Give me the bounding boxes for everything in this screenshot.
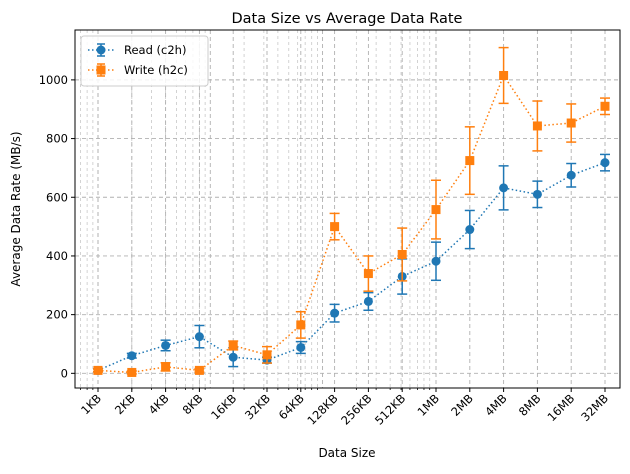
x-tick-label: 64KB xyxy=(276,391,307,422)
x-tick-label: 4MB xyxy=(482,391,510,419)
series-line xyxy=(97,161,606,372)
data-point xyxy=(330,308,340,318)
x-tick-label: 1MB xyxy=(414,391,442,419)
data-point xyxy=(532,121,542,131)
series-write xyxy=(93,46,610,377)
data-point xyxy=(363,269,373,279)
data-point xyxy=(566,118,576,128)
y-tick-label: 400 xyxy=(46,249,68,263)
data-point xyxy=(296,320,306,330)
data-point xyxy=(600,101,610,111)
x-tick-label: 32MB xyxy=(578,391,611,424)
data-point xyxy=(499,70,509,80)
legend-marker xyxy=(96,45,106,55)
data-point xyxy=(330,222,340,232)
x-tick-label: 32KB xyxy=(242,391,273,422)
data-point xyxy=(431,256,441,266)
x-tick-label: 4KB xyxy=(146,391,172,417)
data-point xyxy=(93,365,103,375)
y-tick-label: 800 xyxy=(46,132,68,146)
data-point xyxy=(228,352,238,362)
data-point xyxy=(532,189,542,199)
legend-marker xyxy=(96,65,106,75)
data-point xyxy=(566,170,576,180)
x-tick-label: 256KB xyxy=(338,391,374,427)
data-point xyxy=(296,343,306,353)
plot-frame xyxy=(74,29,621,389)
series-read xyxy=(93,153,610,375)
data-point xyxy=(262,350,272,360)
x-tick-label: 128KB xyxy=(304,391,340,427)
data-point xyxy=(465,156,475,166)
legend: Read (c2h) Write (h2c) xyxy=(80,35,209,87)
series-layer xyxy=(93,46,610,377)
data-point xyxy=(194,365,204,375)
data-point xyxy=(431,205,441,215)
data-point xyxy=(228,340,238,350)
legend-item-write: Write (h2c) xyxy=(88,63,188,77)
x-axis-label: Data Size xyxy=(318,446,375,460)
series-line xyxy=(97,73,606,374)
data-point xyxy=(600,158,610,168)
x-tick-label: 16KB xyxy=(208,391,239,422)
data-point xyxy=(499,183,509,193)
x-tick-label: 2MB xyxy=(448,391,476,419)
y-tick-label: 200 xyxy=(46,308,68,322)
data-point xyxy=(127,367,137,377)
y-tick-label: 600 xyxy=(46,190,68,204)
data-point xyxy=(363,296,373,306)
x-tick-label: 1KB xyxy=(78,391,104,417)
legend-label: Read (c2h) xyxy=(124,43,186,57)
x-tick-label: 2KB xyxy=(112,391,138,417)
x-tick-label: 8MB xyxy=(516,391,544,419)
legend-label: Write (h2c) xyxy=(124,63,188,77)
x-tick-label: 512KB xyxy=(372,391,408,427)
x-tick-label: 16MB xyxy=(544,391,577,424)
data-point xyxy=(194,332,204,342)
y-axis-label: Average Data Rate (MB/s) xyxy=(9,131,23,286)
data-point xyxy=(161,362,171,372)
chart-title: Data Size vs Average Data Rate xyxy=(232,11,463,27)
legend-box xyxy=(80,35,209,87)
y-tick-label: 1000 xyxy=(39,73,68,87)
data-point xyxy=(465,225,475,235)
data-point xyxy=(127,351,137,361)
legend-item-read: Read (c2h) xyxy=(88,43,186,57)
data-point xyxy=(397,249,407,259)
x-tick-label: 8KB xyxy=(180,391,206,417)
y-tick-label: 0 xyxy=(61,366,68,380)
data-point xyxy=(161,340,171,350)
